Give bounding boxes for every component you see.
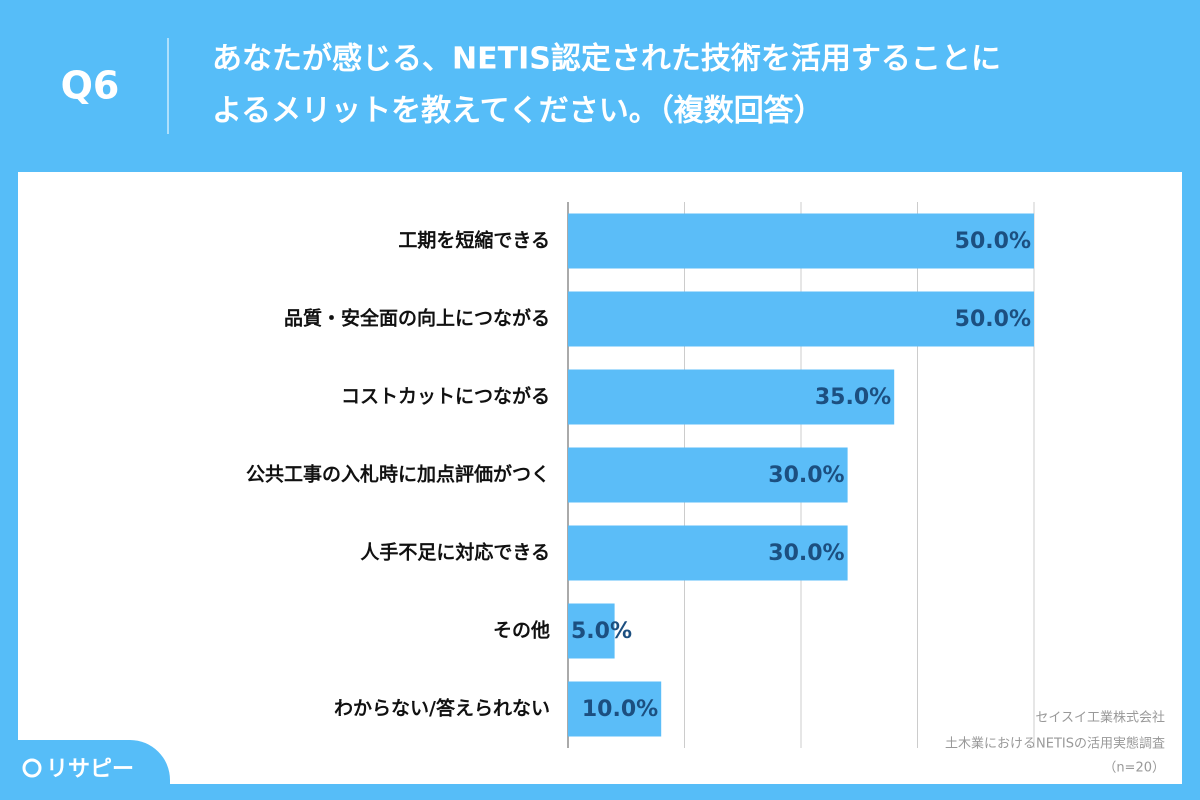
category-label: 人手不足に対応できる [360,541,550,564]
source-line: （n=20） [1103,761,1165,776]
source-line: 土木業におけるNETISの活用実態調査 [945,736,1165,752]
category-label: コストカットにつながる [341,385,550,408]
plot: 工期を短縮できる 50.0% 品質・安全面の向上につながる 50.0% コストカットにつ… [246,202,1035,748]
bar [568,291,1034,347]
title-line: よるメリットを教えてください。（複数回答） [212,94,824,129]
value-label: 10.0% [582,697,658,722]
category-label: わからない/答えられない [334,697,550,720]
source-line: セイスイ工業株式会社 [1035,710,1165,726]
bar [568,369,895,425]
value-label: 30.0% [768,541,844,566]
logo-icon [22,758,42,778]
value-label: 50.0% [955,229,1031,254]
question-number: Q6 [61,64,120,108]
category-label: その他 [493,619,550,642]
bar [568,681,662,737]
logo: リサピー [46,757,134,782]
value-label: 50.0% [955,307,1031,332]
value-label: 35.0% [815,385,891,410]
bar [568,447,848,503]
value-label: 5.0% [571,619,632,644]
title-line: あなたが感じる、NETIS認定された技術を活用することに [212,42,1001,77]
logo-badge [0,740,170,800]
value-label: 30.0% [768,463,844,488]
bar [568,525,848,581]
bar [568,603,615,659]
bar [568,213,1034,269]
category-label: 品質・安全面の向上につながる [284,307,550,330]
category-label: 公共工事の入札時に加点評価がつく [246,463,550,486]
category-label: 工期を短縮できる [398,229,550,252]
